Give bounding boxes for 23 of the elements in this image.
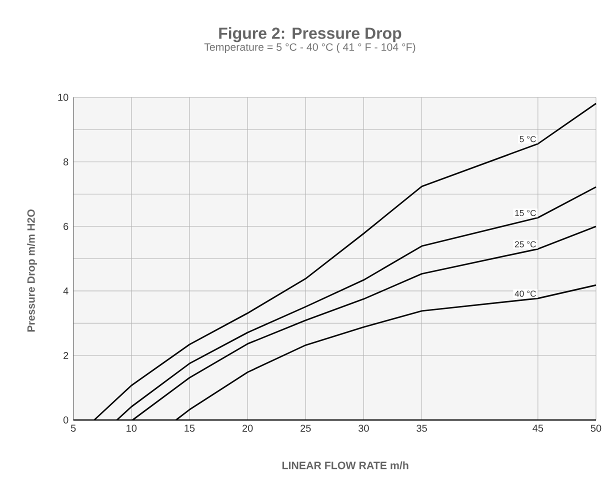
y-tick-label: 6 [64,222,68,230]
x-tick-label: 50 [590,424,602,432]
x-tick-label: 35 [416,424,427,432]
y-tick-label: 8 [64,158,68,166]
y-tick-label: 0 [63,416,68,424]
x-tick-label: 45 [532,424,544,432]
x-tick-label: 5 [70,424,76,432]
chart-title: Figure 2: Pressure Drop [219,27,402,42]
x-axis-title: LINEAR FLOW RATE m/h [282,461,408,470]
series-label: 25 °C [514,241,536,248]
y-tick-label: 10 [58,94,68,101]
x-tick-label: 15 [184,424,195,432]
series-label: 15 °C [515,210,536,216]
y-axis-title: Pressure Drop m/m H2O [27,209,37,332]
series-label: 5 °C [520,136,536,142]
y-tick-label: 4 [63,287,68,294]
series-label: 40 °C [514,290,536,297]
y-tick-label: 2 [64,352,68,359]
x-tick-label: 10 [126,424,137,432]
x-tick-label: 30 [358,424,369,432]
x-tick-label: 20 [242,424,253,432]
chart-subtitle: Temperature = 5 °C - 40 °C ( 41 ° F - 104 °F) [204,43,416,53]
x-tick-label: 25 [300,424,311,432]
